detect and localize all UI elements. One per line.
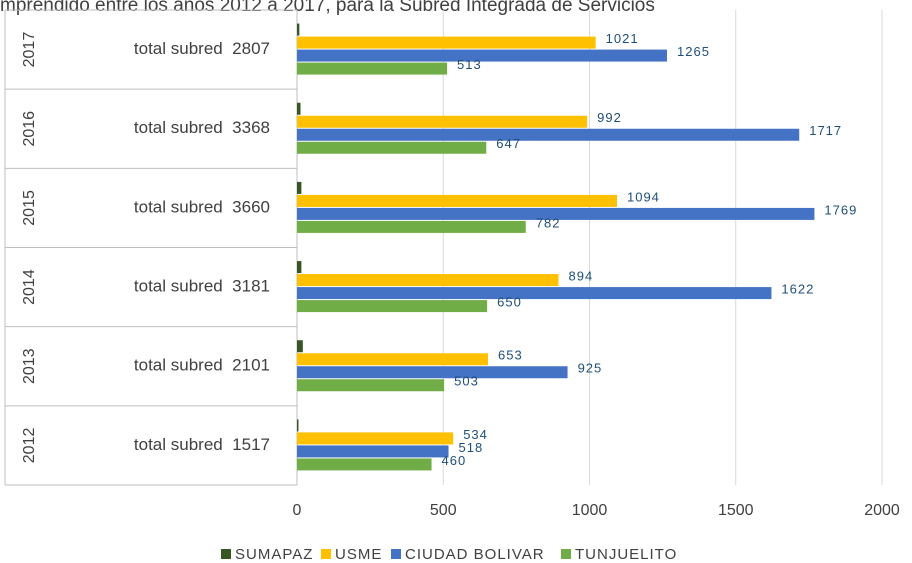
group-label: total subred 2807: [134, 39, 270, 58]
legend-label: USME: [335, 546, 382, 563]
year-label: 2012: [21, 428, 38, 464]
x-tick-label: 500: [430, 502, 457, 519]
legend-swatch: [321, 549, 331, 559]
bar: [297, 458, 432, 471]
value-label: 518: [459, 440, 484, 455]
bar: [297, 340, 303, 353]
bar: [297, 366, 568, 379]
bar: [297, 49, 668, 62]
value-label: 925: [578, 361, 603, 376]
legend-swatch: [391, 549, 401, 559]
legend-swatch: [221, 549, 231, 559]
bar: [297, 300, 488, 313]
bar: [297, 261, 302, 274]
group-label: total subred 3660: [134, 197, 270, 216]
legend-label: SUMAPAZ: [235, 546, 313, 563]
bar: [297, 220, 526, 233]
bar: [297, 62, 448, 75]
bar: [297, 181, 302, 194]
value-label: 460: [442, 453, 467, 468]
value-label: 513: [457, 57, 482, 72]
value-label: 894: [568, 269, 593, 284]
year-label: 2017: [21, 32, 38, 68]
bar: [297, 128, 800, 141]
bar: [297, 445, 449, 458]
bar: [297, 194, 617, 207]
bar: [297, 274, 559, 287]
bar: [297, 353, 489, 366]
value-label: 1094: [627, 189, 660, 204]
legend-label: CIUDAD BOLIVAR: [405, 546, 545, 563]
value-label: 1265: [677, 44, 710, 59]
value-label: 650: [497, 295, 522, 310]
x-tick-label: 1000: [572, 502, 608, 519]
bar: [297, 379, 445, 392]
value-label: 1717: [809, 123, 842, 138]
year-label: 2015: [21, 190, 38, 226]
value-label: 1021: [606, 31, 639, 46]
bar: [297, 102, 301, 115]
x-tick-label: 0: [293, 502, 302, 519]
year-label: 2013: [21, 348, 38, 384]
bar: [297, 141, 487, 154]
bar: [297, 287, 772, 300]
bar: [297, 432, 454, 445]
group-label: total subred 3368: [134, 118, 270, 137]
bar: [297, 36, 596, 49]
bar: [297, 419, 299, 432]
legend-label: TUNJUELITO: [575, 546, 677, 563]
x-tick-label: 1500: [718, 502, 754, 519]
value-label: 653: [498, 348, 523, 363]
value-label: 1622: [781, 282, 814, 297]
group-label: total subred 2101: [134, 356, 270, 375]
value-label: 647: [496, 136, 521, 151]
bar: [297, 207, 815, 220]
value-label: 782: [536, 215, 561, 230]
bar: [297, 115, 588, 128]
group-label: total subred 3181: [134, 277, 270, 296]
year-label: 2016: [21, 111, 38, 147]
legend-swatch: [561, 549, 571, 559]
x-tick-label: 2000: [864, 502, 900, 519]
value-label: 503: [454, 374, 479, 389]
value-label: 992: [597, 110, 622, 125]
bar: [297, 23, 300, 36]
value-label: 1769: [824, 202, 857, 217]
chart-title: mprendido entre los años 2012 a 2017, pa…: [0, 0, 655, 16]
value-label: 534: [463, 427, 488, 442]
group-label: total subred 1517: [134, 435, 270, 454]
year-label: 2014: [21, 269, 38, 305]
